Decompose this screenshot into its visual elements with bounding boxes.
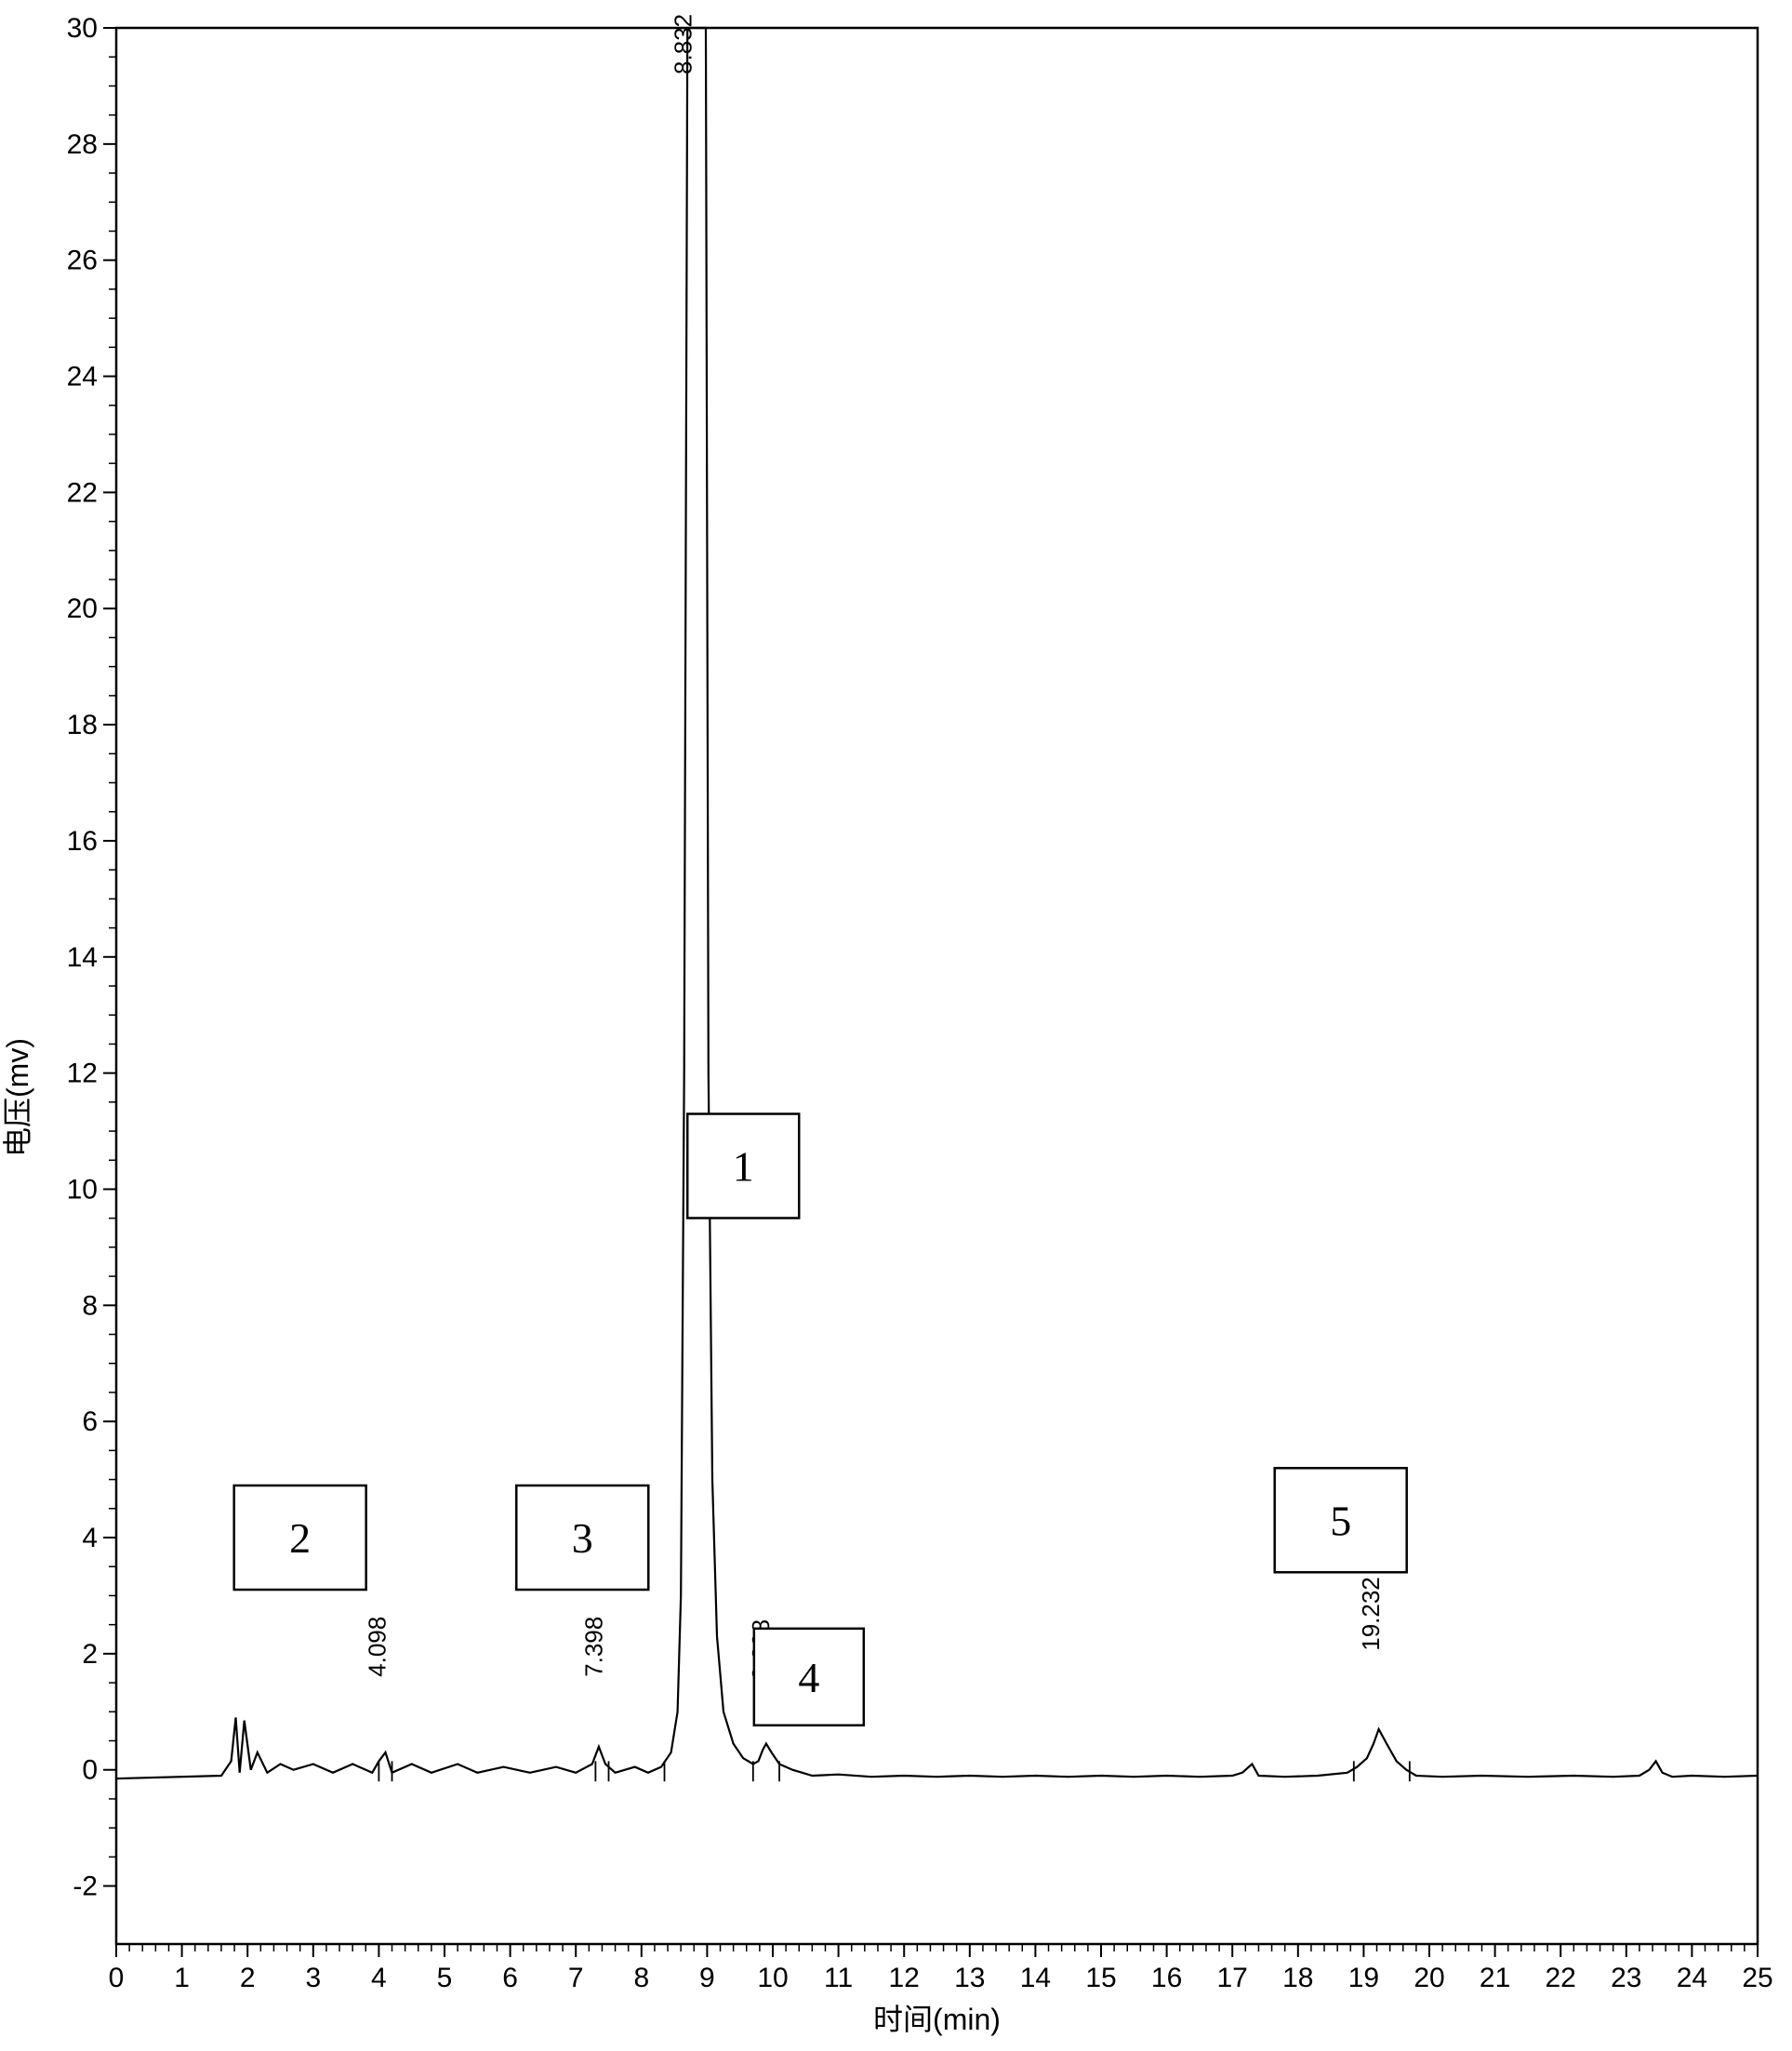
peak-id-label: 3 — [572, 1514, 593, 1562]
peak-id-label: 1 — [733, 1143, 754, 1191]
x-tick-label: 5 — [437, 1963, 453, 1993]
x-tick-label: 25 — [1742, 1963, 1772, 1993]
y-tick-label: 12 — [67, 1059, 98, 1089]
x-tick-label: 0 — [109, 1963, 125, 1993]
y-tick-label: 20 — [67, 593, 98, 624]
x-tick-label: 16 — [1151, 1963, 1182, 1993]
peak-label: 8.832 — [670, 14, 697, 74]
y-tick-label: 14 — [67, 942, 98, 973]
x-tick-label: 21 — [1480, 1963, 1510, 1993]
x-tick-label: 19 — [1348, 1963, 1379, 1993]
x-tick-label: 6 — [502, 1963, 518, 1993]
peak-id-label: 2 — [289, 1514, 311, 1562]
x-tick-label: 13 — [954, 1963, 985, 1993]
y-tick-label: -2 — [73, 1871, 98, 1902]
x-tick-label: 12 — [889, 1963, 920, 1993]
peak-id-label: 4 — [798, 1654, 819, 1701]
x-tick-label: 22 — [1546, 1963, 1576, 1993]
x-tick-label: 7 — [568, 1963, 584, 1993]
y-tick-label: 4 — [82, 1523, 98, 1553]
y-tick-label: 22 — [67, 477, 98, 508]
x-tick-label: 17 — [1217, 1963, 1248, 1993]
y-tick-label: 8 — [82, 1290, 98, 1321]
y-tick-label: 16 — [67, 826, 98, 857]
x-tick-label: 14 — [1020, 1963, 1051, 1993]
x-tick-label: 11 — [824, 1963, 853, 1993]
x-tick-label: 15 — [1085, 1963, 1116, 1993]
peak-id-label: 5 — [1330, 1497, 1351, 1544]
peak-label: 4.098 — [363, 1617, 391, 1677]
chart-svg: -202468101214161820222426283001234567891… — [0, 0, 1792, 2051]
peak-label: 7.398 — [579, 1617, 607, 1677]
x-tick-label: 2 — [240, 1963, 256, 1993]
y-tick-label: 28 — [67, 129, 98, 160]
y-axis-title: 电压(mv) — [1, 1038, 34, 1157]
chromatogram-chart: -202468101214161820222426283001234567891… — [0, 0, 1792, 2051]
y-tick-label: 24 — [67, 362, 98, 393]
x-tick-label: 20 — [1414, 1963, 1444, 1993]
x-tick-label: 3 — [305, 1963, 321, 1993]
x-tick-label: 1 — [174, 1963, 190, 1993]
y-tick-label: 10 — [67, 1174, 98, 1205]
x-tick-label: 24 — [1677, 1963, 1707, 1993]
x-tick-label: 23 — [1611, 1963, 1641, 1993]
y-tick-label: 6 — [82, 1406, 98, 1437]
y-tick-label: 0 — [82, 1755, 98, 1786]
x-tick-label: 4 — [371, 1963, 387, 1993]
x-tick-label: 18 — [1282, 1963, 1313, 1993]
x-axis-title: 时间(min) — [873, 2003, 1001, 2036]
x-tick-label: 10 — [757, 1963, 788, 1993]
y-tick-label: 2 — [82, 1639, 98, 1670]
x-tick-label: 9 — [699, 1963, 715, 1993]
x-tick-label: 8 — [633, 1963, 649, 1993]
peak-label: 19.232 — [1357, 1577, 1385, 1651]
y-tick-label: 30 — [67, 13, 98, 44]
y-tick-label: 26 — [67, 246, 98, 276]
y-tick-label: 18 — [67, 710, 98, 740]
